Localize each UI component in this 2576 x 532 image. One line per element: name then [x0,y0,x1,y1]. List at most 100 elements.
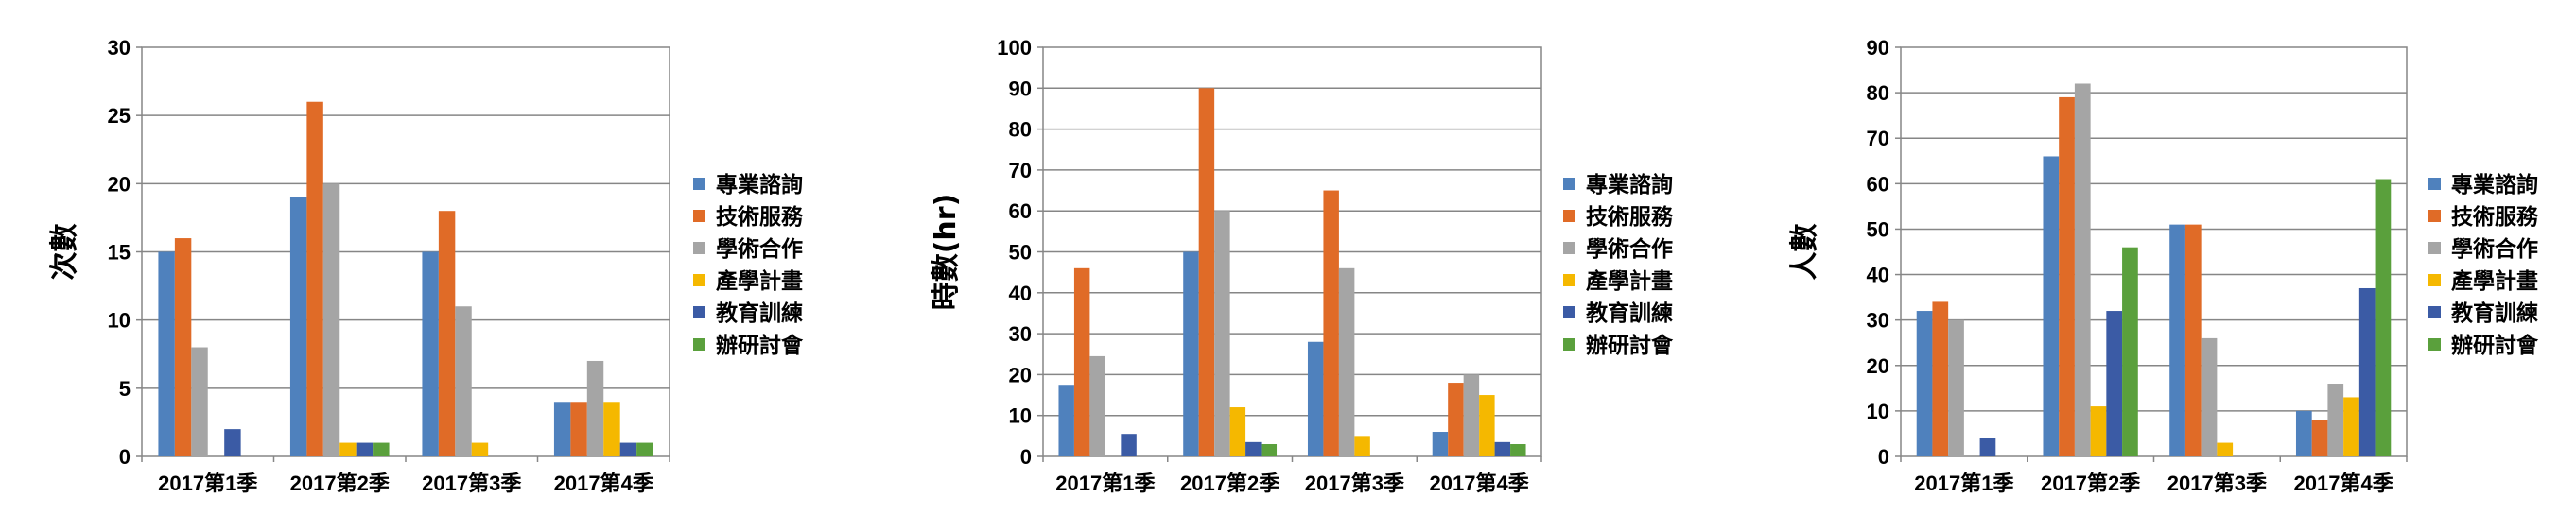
bar [1916,311,1933,456]
y-tick-label: 10 [108,309,131,333]
legend-label: 學術合作 [716,236,803,262]
bar [636,442,653,456]
y-tick-label: 20 [1867,354,1889,378]
y-tick-label: 0 [119,445,131,469]
legend-swatch [693,242,705,254]
legend-swatch [1563,210,1575,222]
bar [1448,383,1464,456]
legend-swatch [2428,242,2441,254]
legend-swatch [693,210,705,222]
bar [553,402,571,456]
legend-label: 學術合作 [1586,236,1673,262]
x-tick-label: 2017第1季 [158,472,257,495]
y-tick-label: 80 [1867,81,1889,105]
bar [586,360,604,456]
bar [1198,88,1215,457]
y-tick-label: 90 [1867,36,1889,60]
bar [2358,287,2376,456]
bar [1479,395,1495,456]
x-tick-label: 2017第4季 [1430,472,1529,495]
bar [174,238,192,456]
y-axis-title: 人數 [1788,224,1821,281]
y-tick-label: 10 [1867,400,1889,423]
bar [1323,190,1339,457]
bar [2106,311,2123,456]
bar [2090,406,2107,456]
x-tick-label: 2017第4季 [554,472,653,495]
y-tick-label: 60 [1009,199,1032,223]
y-tick-label: 30 [1867,309,1889,333]
legend-swatch [1563,306,1575,318]
y-tick-label: 40 [1009,282,1032,305]
bar [2311,420,2328,456]
y-tick-label: 0 [1020,445,1032,469]
bar [1245,441,1262,456]
legend-swatch [2428,306,2441,318]
x-tick-label: 2017第3季 [1305,472,1404,495]
bar [455,306,472,456]
legend-swatch [1563,274,1575,286]
y-tick-label: 0 [1878,445,1889,469]
legend-label: 教育訓練 [716,300,803,326]
y-tick-label: 5 [119,377,131,401]
y-tick-label: 90 [1009,77,1032,100]
legend-label: 技術服務 [2451,204,2539,230]
legend-swatch [693,306,705,318]
x-tick-label: 2017第1季 [1055,472,1155,495]
bar [322,183,340,457]
legend-swatch [1563,242,1575,254]
y-tick-label: 10 [1009,404,1032,428]
bar [2122,247,2138,456]
bar [1229,407,1246,456]
legend-label: 教育訓練 [1586,300,1673,326]
x-tick-label: 2017第4季 [2294,472,2393,495]
bar [1510,444,1526,456]
y-axis-title: 時數(hr) [930,194,963,311]
bar [1089,355,1105,456]
legend-label: 專業諮詢 [716,172,803,197]
bar [2043,156,2060,456]
legend-swatch [693,338,705,351]
y-tick-label: 30 [108,36,131,60]
bar [1338,267,1355,456]
y-tick-label: 15 [108,241,131,265]
legend-label: 辦研討會 [1586,333,1674,358]
legend-swatch [2428,338,2441,351]
bar [224,429,241,456]
bar [570,402,587,456]
legend-label: 產學計畫 [1586,268,1673,294]
bar [2343,397,2359,456]
bar [1073,267,1090,456]
y-tick-label: 30 [1009,322,1032,346]
bar [422,251,439,456]
bar [1463,374,1480,456]
bar [1121,434,1137,456]
bar [438,211,456,456]
x-tick-label: 2017第2季 [1180,472,1279,495]
legend-label: 技術服務 [1586,204,1674,230]
bar [1183,251,1199,456]
bar [2074,83,2091,456]
legend-label: 教育訓練 [2451,300,2538,326]
legend-swatch [2428,178,2441,190]
bar [306,101,323,456]
bar [1932,301,1949,456]
y-tick-label: 80 [1009,118,1032,142]
bar [619,442,637,456]
bar [1214,211,1230,456]
bar [158,251,175,456]
y-tick-label: 100 [997,36,1032,60]
bar [1948,319,1964,456]
x-tick-label: 2017第1季 [1914,472,2013,495]
bar [339,442,357,456]
legend-label: 學術合作 [2451,236,2538,262]
legend-label: 產學計畫 [2451,268,2538,294]
x-tick-label: 2017第2季 [290,472,390,495]
legend-swatch [1563,338,1575,351]
bar [373,442,390,456]
bar [2375,179,2392,456]
y-tick-label: 50 [1009,241,1032,265]
y-axis-title: 次數 [48,224,81,281]
bar [1432,432,1449,456]
